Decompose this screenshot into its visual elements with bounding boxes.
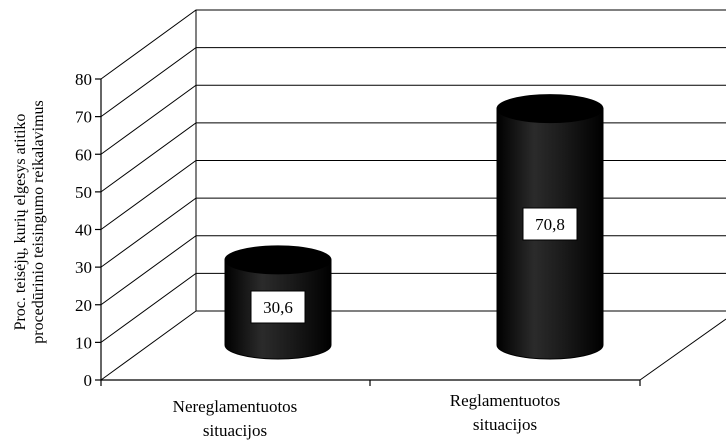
gridline-80 [100, 9, 726, 80]
y-axis-title-line-2: procedūrinio teisingumo reikalavimus [30, 100, 47, 344]
y-tick-label-50: 50 [75, 183, 92, 202]
y-tick-label-20: 20 [75, 296, 92, 315]
bar-top-1 [224, 245, 332, 275]
floor-left-edge [100, 310, 197, 381]
x-category-label-1-line-1: Nereglamentuotos [173, 397, 298, 416]
y-tick-label-80: 80 [75, 70, 92, 89]
x-category-label-2-line-2: situacijos [473, 415, 537, 434]
gridline-50 [100, 122, 726, 193]
floor-right-edge [639, 318, 726, 381]
bar-2: 70,8 [496, 94, 604, 360]
y-axis-title-line-1: Proc. teisėjų, kurių elgesys atitiko [12, 114, 29, 331]
gridline-70 [100, 47, 726, 118]
y-tick-label-40: 40 [75, 221, 92, 240]
axes [95, 78, 641, 386]
data-label-box-1 [250, 290, 306, 324]
data-label-box-2 [522, 207, 578, 241]
bar-1: 30,6 [224, 245, 332, 360]
gridline-30 [100, 197, 726, 268]
y-axis-title: Proc. teisėjų, kurių elgesys atitiko proc… [12, 100, 47, 344]
x-category-label-1-line-2: situacijos [203, 421, 267, 440]
y-tick-label-60: 60 [75, 145, 92, 164]
y-tick-labels: 0 10 20 30 40 50 60 70 80 [75, 70, 92, 390]
gridline-20 [100, 235, 726, 306]
gridline-10 [100, 272, 726, 343]
y-tick-label-30: 30 [75, 258, 92, 277]
data-label-1: 30,6 [263, 298, 293, 317]
gridline-40 [100, 160, 726, 230]
bar-top-2 [496, 94, 604, 124]
bars: 30,6 70,8 [224, 94, 604, 360]
x-category-label-2-line-1: Reglamentuotos [450, 391, 560, 410]
data-label-2: 70,8 [535, 215, 565, 234]
y-tick-label-70: 70 [75, 108, 92, 127]
y-tick-label-10: 10 [75, 333, 92, 352]
y-tick-label-0: 0 [84, 371, 93, 390]
gridlines [100, 9, 726, 381]
gridline-60 [100, 84, 726, 155]
x-category-labels: Nereglamentuotos situacijos Reglamentuotos… [173, 391, 561, 440]
